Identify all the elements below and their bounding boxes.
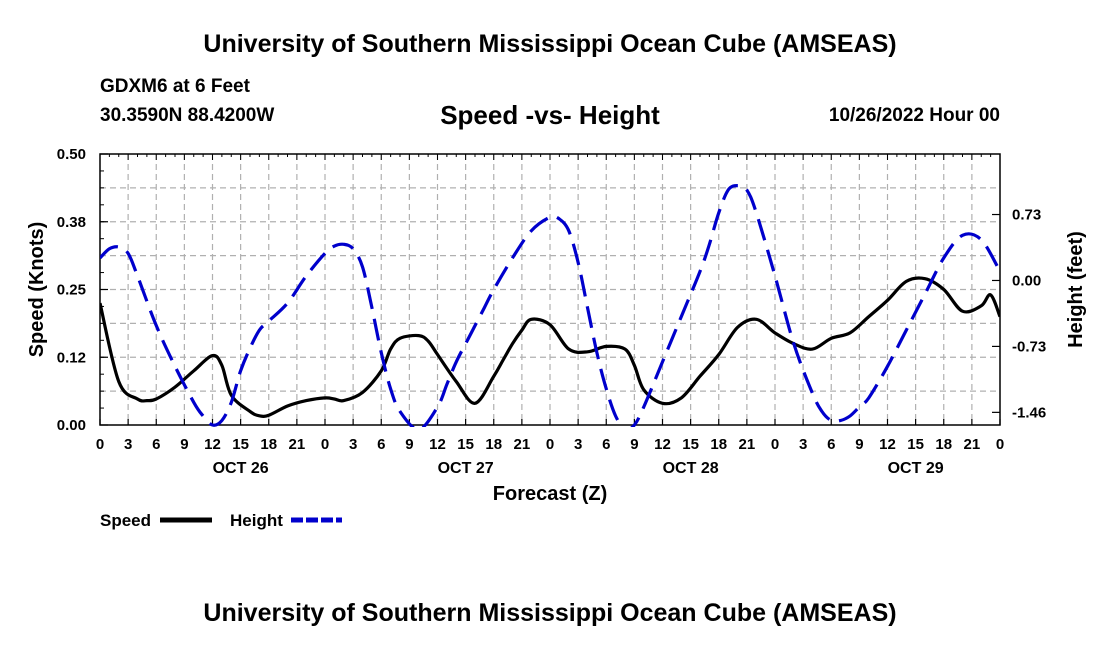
- x-tick-label: 6: [152, 436, 160, 453]
- x-tick-label: 3: [124, 436, 132, 453]
- x-tick-label: 9: [630, 436, 638, 453]
- x-tick-label: 12: [429, 436, 446, 453]
- day-label: OCT 27: [438, 460, 494, 477]
- forecast-datetime: 10/26/2022 Hour 00: [828, 105, 1000, 126]
- y-right-axis-title: Height (feet): [1065, 231, 1087, 348]
- x-tick-label: 21: [964, 436, 981, 453]
- coordinates-label: 30.3590N 88.4200W: [100, 105, 275, 126]
- footer-title: University of Southern Mississippi Ocean…: [203, 599, 897, 627]
- x-tick-label: 0: [771, 436, 779, 453]
- x-tick-label: 3: [799, 436, 807, 453]
- legend-label-speed: Speed: [100, 511, 151, 530]
- x-tick-label: 0: [546, 436, 554, 453]
- x-tick-label: 18: [710, 436, 727, 453]
- x-tick-label: 0: [996, 436, 1004, 453]
- x-tick-label: 21: [739, 436, 756, 453]
- x-tick-label: 6: [377, 436, 385, 453]
- x-tick-label: 15: [907, 436, 924, 453]
- station-label: GDXM6 at 6 Feet: [100, 76, 250, 97]
- x-tick-label: 18: [485, 436, 502, 453]
- x-tick-label: 3: [574, 436, 582, 453]
- y-left-tick-label: 0.50: [57, 146, 86, 163]
- y-right-tick-label: 0.73: [1012, 207, 1041, 224]
- x-tick-label: 6: [602, 436, 610, 453]
- y-right-tick-label: -0.73: [1012, 338, 1046, 355]
- x-axis-title: Forecast (Z): [493, 483, 607, 505]
- x-tick-label: 9: [405, 436, 413, 453]
- day-label: OCT 28: [663, 460, 719, 477]
- legend-label-height: Height: [230, 511, 283, 530]
- series-line-height: [100, 184, 1000, 427]
- y-left-tick-label: 0.38: [57, 214, 86, 231]
- x-tick-label: 9: [180, 436, 188, 453]
- y-left-tick-label: 0.00: [57, 417, 86, 434]
- y-left-tick-label: 0.25: [57, 282, 86, 299]
- x-tick-label: 18: [260, 436, 277, 453]
- x-tick-label: 6: [827, 436, 835, 453]
- speed-height-chart: 0 3 6 9 12 15 18 21 0 3 6 9 12 15 18 21 0 3 6 9 12 15 18 21 0 3 6 9…: [26, 146, 1087, 530]
- x-tick-label: 12: [879, 436, 896, 453]
- x-tick-label: 21: [289, 436, 306, 453]
- x-tick-label: 3: [349, 436, 357, 453]
- x-tick-label: 12: [204, 436, 221, 453]
- x-tick-label: 12: [654, 436, 671, 453]
- x-tick-label: 0: [96, 436, 104, 453]
- x-tick-label: 15: [232, 436, 249, 453]
- chart-subtitle: Speed -vs- Height: [440, 100, 660, 130]
- day-label: OCT 29: [888, 460, 944, 477]
- x-tick-label: 21: [514, 436, 531, 453]
- day-label: OCT 26: [213, 460, 269, 477]
- y-left-axis-title: Speed (Knots): [26, 222, 48, 358]
- y-right-tick-label: -1.46: [1012, 404, 1046, 421]
- x-tick-label: 18: [935, 436, 952, 453]
- x-tick-label: 9: [855, 436, 863, 453]
- y-left-tick-label: 0.12: [57, 349, 86, 366]
- x-tick-label: 15: [682, 436, 699, 453]
- x-tick-label: 0: [321, 436, 329, 453]
- y-right-tick-label: 0.00: [1012, 272, 1041, 289]
- x-tick-label: 15: [457, 436, 474, 453]
- series-line-speed: [100, 276, 1000, 418]
- chart-title: University of Southern Mississippi Ocean…: [203, 30, 897, 58]
